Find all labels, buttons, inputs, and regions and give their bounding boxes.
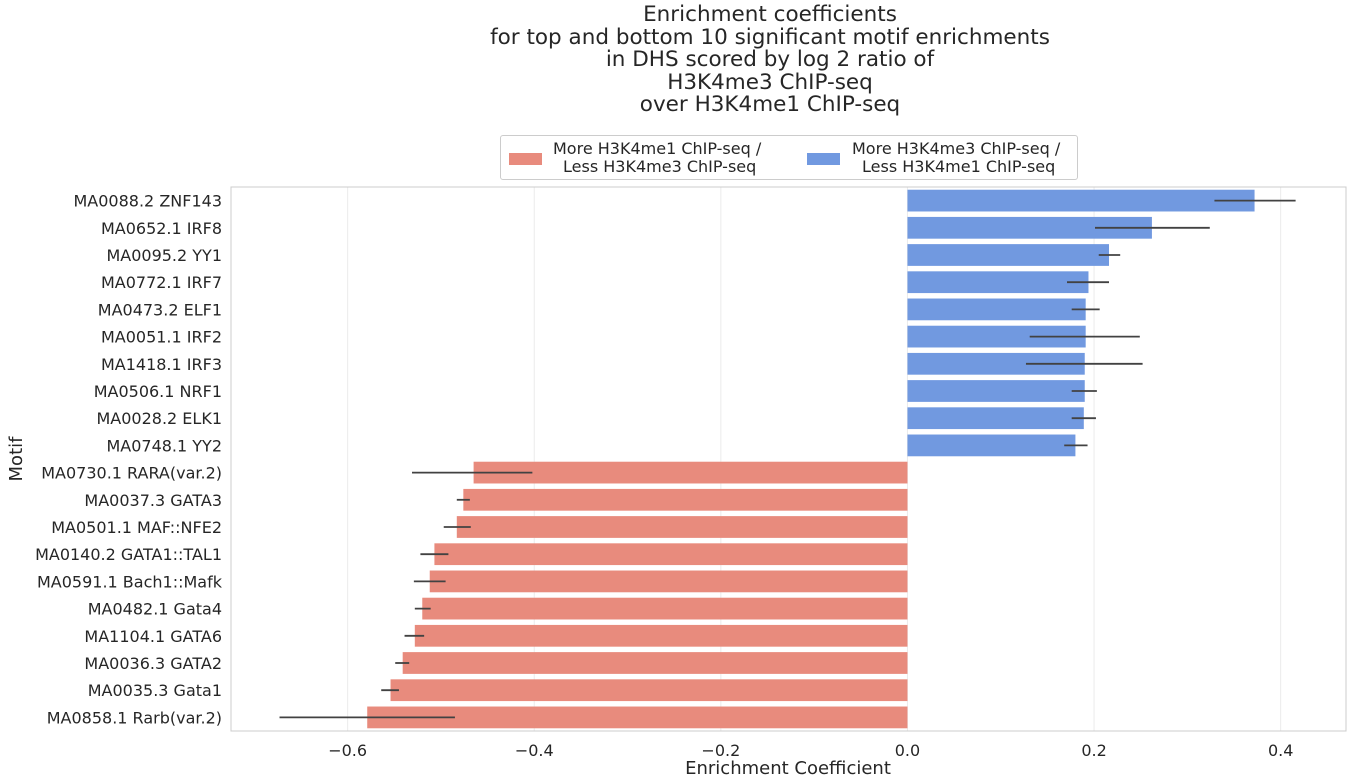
x-tick-label: 0.4: [1268, 741, 1293, 760]
y-tick-label: MA0652.1 IRF8: [101, 219, 222, 238]
legend: More H3K4me1 ChIP-seq / Less H3K4me3 ChI…: [500, 135, 1078, 180]
legend-label-h3k4me1: More H3K4me1 ChIP-seq / Less H3K4me3 ChI…: [553, 139, 762, 176]
y-tick-label: MA0028.2 ELK1: [96, 409, 222, 428]
y-tick-label: MA0095.2 YY1: [106, 246, 222, 265]
y-tick-label: MA0858.1 Rarb(var.2): [47, 708, 222, 727]
bar: [422, 597, 908, 620]
bar: [402, 652, 908, 674]
y-tick-label: MA0473.2 ELF1: [98, 300, 222, 319]
bar: [429, 570, 908, 593]
y-tick-label: MA0482.1 Gata4: [88, 600, 222, 619]
y-tick-label: MA1418.1 IRF3: [101, 355, 222, 374]
bar: [456, 516, 908, 538]
legend-swatch-h3k4me1: [509, 153, 542, 165]
bar: [907, 325, 1086, 348]
x-tick-label: 0.0: [895, 741, 920, 760]
x-tick-labels: −0.6 −0.4 −0.2 0.0 0.2 0.4: [328, 741, 1293, 760]
bar: [473, 461, 908, 484]
bar: [434, 543, 908, 566]
bar: [907, 271, 1089, 294]
bar: [907, 189, 1255, 212]
y-tick-label: MA0036.3 GATA2: [84, 654, 222, 673]
legend-label-h3k4me3: More H3K4me3 ChIP-seq / Less H3K4me1 ChI…: [852, 139, 1061, 176]
bar: [907, 380, 1085, 402]
bar: [907, 407, 1084, 430]
bar: [907, 298, 1086, 321]
error-bars: [279, 199, 1296, 719]
y-tick-label: MA1104.1 GATA6: [84, 627, 222, 646]
y-tick-label: MA0140.2 GATA1::TAL1: [35, 545, 222, 564]
plot-frame: [230, 186, 1347, 732]
bar: [907, 216, 1152, 239]
bar: [907, 244, 1110, 266]
x-tick-label: −0.4: [515, 741, 554, 760]
y-axis-label: Motif: [6, 436, 27, 482]
bar: [463, 488, 908, 511]
y-tick-labels: MA0088.2 ZNF143 MA0652.1 IRF8 MA0095.2 YY1…: [35, 192, 223, 728]
x-tick-label: 0.2: [1081, 741, 1106, 760]
bar: [367, 706, 908, 729]
bar: [390, 679, 908, 702]
chart-title: Enrichment coefficients for top and bott…: [490, 2, 1050, 118]
bar: [907, 434, 1076, 457]
x-tick-label: −0.2: [701, 741, 740, 760]
y-tick-label: MA0035.3 Gata1: [88, 681, 222, 700]
grid-lines: [347, 187, 1282, 731]
y-tick-label: MA0088.2 ZNF143: [74, 192, 223, 211]
y-tick-label: MA0037.3 GATA3: [84, 491, 222, 510]
y-tick-label: MA0591.1 Bach1::Mafk: [37, 572, 223, 591]
y-tick-label: MA0730.1 RARA(var.2): [41, 464, 222, 483]
x-tick-label: −0.6: [328, 741, 367, 760]
y-tick-label: MA0772.1 IRF7: [101, 273, 222, 292]
y-tick-label: MA0051.1 IRF2: [101, 328, 222, 347]
y-tick-label: MA0501.1 MAF::NFE2: [51, 518, 222, 537]
bar: [907, 352, 1085, 375]
bar: [414, 624, 908, 647]
legend-swatch-h3k4me3: [807, 153, 840, 165]
y-tick-label: MA0506.1 NRF1: [94, 382, 222, 401]
y-tick-label: MA0748.1 YY2: [106, 436, 222, 455]
x-axis-label: Enrichment Coefficient: [685, 758, 891, 779]
bars: [367, 189, 1255, 729]
